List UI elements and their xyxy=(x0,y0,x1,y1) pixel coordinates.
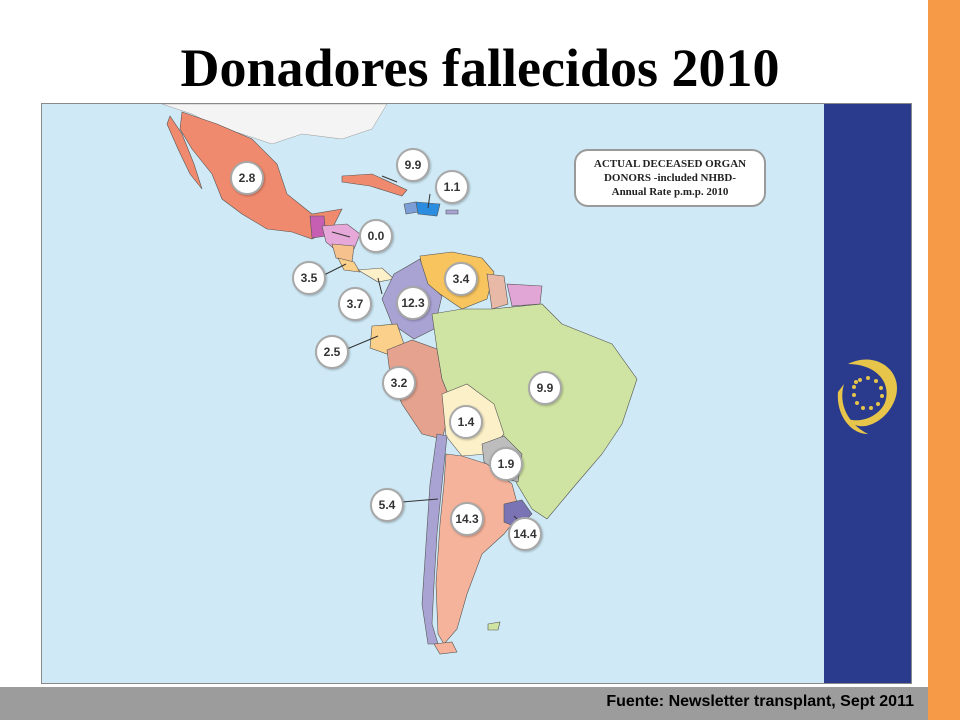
source-citation: Fuente: Newsletter transplant, Sept 2011 xyxy=(606,693,914,710)
central-america-region xyxy=(321,223,361,253)
french-guiana-region xyxy=(506,283,543,307)
dominican-republic-island xyxy=(415,201,441,217)
panama-region xyxy=(357,267,395,283)
badge-costa-rica: 3.5 xyxy=(292,261,326,295)
falkland-islands xyxy=(487,621,501,631)
badge-venezuela: 3.4 xyxy=(444,262,478,296)
legend-line-3: Annual Rate p.m.p. 2010 xyxy=(611,186,729,198)
argentina-region xyxy=(435,453,521,645)
badge-mexico: 2.8 xyxy=(230,161,264,195)
council-of-europe-emblem xyxy=(837,359,897,434)
council-of-europe-panel xyxy=(824,104,911,683)
puerto-rico-island xyxy=(445,209,459,215)
legend-line-2: DONORS -included NHBD- xyxy=(603,172,737,184)
cuba-island xyxy=(341,173,408,197)
latin-america-map: ACTUAL DECEASED ORGAN DONORS -included N… xyxy=(41,103,912,684)
badge-colombia: 12.3 xyxy=(396,286,430,320)
badge-chile: 5.4 xyxy=(370,488,404,522)
badge-uruguay: 14.4 xyxy=(508,517,542,551)
accent-side-bar xyxy=(928,0,960,720)
badge-peru: 3.2 xyxy=(382,366,416,400)
badge-cuba: 9.9 xyxy=(396,148,430,182)
haiti-island xyxy=(403,201,419,215)
map-legend: ACTUAL DECEASED ORGAN DONORS -included N… xyxy=(574,149,766,207)
footer-bar: Fuente: Newsletter transplant, Sept 2011 xyxy=(0,687,928,720)
badge-argentina: 14.3 xyxy=(450,502,484,536)
legend-line-1: ACTUAL DECEASED ORGAN xyxy=(593,158,747,170)
badge-ecuador: 2.5 xyxy=(315,335,349,369)
chile-region xyxy=(421,433,448,645)
guyana-region xyxy=(486,273,509,310)
baja-peninsula xyxy=(166,115,203,190)
badge-brazil: 9.9 xyxy=(528,371,562,405)
badge-central-america: 0.0 xyxy=(359,219,393,253)
badge-paraguay: 1.9 xyxy=(489,447,523,481)
slide-title: Donadores fallecidos 2010 xyxy=(180,38,780,98)
badge-bolivia: 1.4 xyxy=(449,405,483,439)
map-drawing xyxy=(161,104,911,683)
badge-panama: 3.7 xyxy=(338,287,372,321)
tierra-del-fuego xyxy=(433,641,458,655)
badge-dominican-republic: 1.1 xyxy=(435,170,469,204)
